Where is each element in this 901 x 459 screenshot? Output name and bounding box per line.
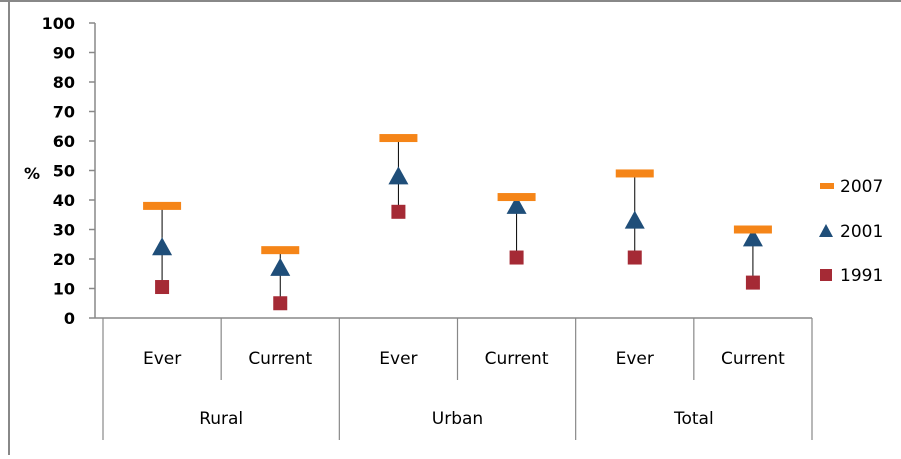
y-tick-label: 60 [53, 132, 75, 151]
x-category-label: Current [248, 349, 312, 369]
point-1991 [509, 250, 524, 265]
legend-label-2001: 2001 [840, 222, 883, 242]
point-2001 [506, 195, 527, 214]
x-group-label: Rural [199, 409, 243, 429]
connector-lines [161, 138, 754, 304]
y-tick-label: 100 [42, 14, 75, 33]
legend-marker-2001 [819, 224, 833, 237]
x-category-label: Ever [379, 349, 417, 369]
point-1991 [627, 250, 642, 265]
legend-marker-2007 [820, 183, 834, 189]
point-1991 [745, 275, 760, 290]
y-tick-label: 50 [53, 162, 75, 181]
x-group-label: Urban [432, 409, 483, 429]
point-1991 [155, 280, 170, 295]
y-tick-label: 80 [53, 73, 75, 92]
data-marks [143, 134, 772, 311]
point-2001 [388, 166, 409, 185]
y-tick-label: 20 [53, 250, 75, 269]
point-2001 [152, 237, 173, 256]
x-axis: Ever Current Ever Current Ever Current Rural Ur… [95, 317, 813, 440]
point-2007 [615, 169, 654, 178]
legend-label-1991: 1991 [840, 266, 883, 286]
x-category-label: Current [721, 349, 785, 369]
legend-marker-1991 [820, 269, 832, 281]
point-2007 [143, 201, 182, 210]
x-category-label: Current [485, 349, 549, 369]
point-1991 [273, 296, 288, 311]
point-2007 [261, 246, 300, 255]
y-tick-label: 40 [53, 191, 75, 210]
x-category-label: Ever [143, 349, 181, 369]
point-2001 [742, 228, 763, 247]
point-2001 [624, 210, 645, 229]
y-tick-label: 90 [53, 44, 75, 63]
legend-label-2007: 2007 [840, 177, 883, 197]
legend: 2007 2001 1991 [819, 177, 883, 286]
y-tick-label: 30 [53, 221, 75, 240]
point-1991 [391, 204, 406, 219]
y-axis-label: % [24, 164, 40, 183]
point-2001 [270, 257, 291, 276]
y-tick-label: 10 [53, 280, 75, 299]
y-tick-label: 70 [53, 103, 75, 122]
point-2007 [733, 225, 772, 234]
y-tick-label: 0 [64, 309, 75, 328]
x-category-label: Ever [616, 349, 654, 369]
point-2007 [497, 193, 536, 202]
point-2007 [379, 134, 418, 143]
x-group-label: Total [673, 409, 714, 429]
y-ticks: 0 10 20 30 40 50 60 70 80 90 100 [42, 14, 96, 328]
